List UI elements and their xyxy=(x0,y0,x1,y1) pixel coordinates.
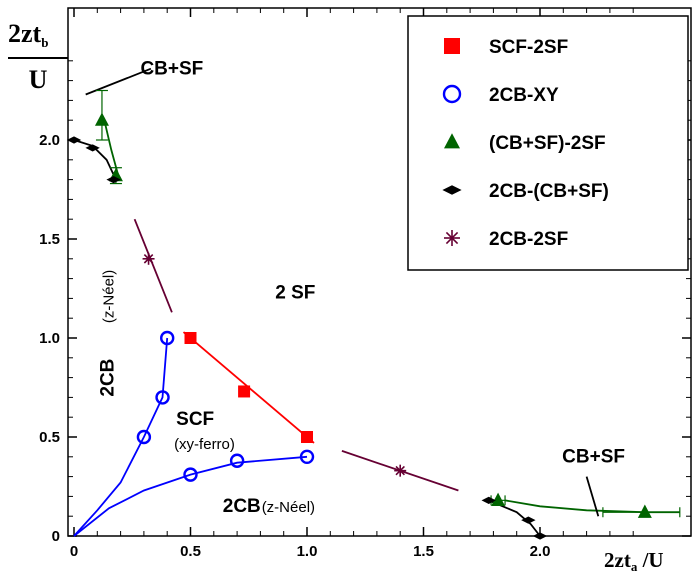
legend-marker xyxy=(444,230,460,246)
legend-marker xyxy=(444,38,460,54)
region-label: SCF xyxy=(176,409,214,430)
data-point xyxy=(106,176,121,184)
data-point xyxy=(532,532,548,540)
plot-frame xyxy=(67,7,692,537)
data-point xyxy=(299,449,315,464)
legend-entry: SCF-2SF xyxy=(444,37,568,58)
legend-marker xyxy=(442,84,462,104)
series-4 xyxy=(142,252,407,477)
data-point xyxy=(238,385,251,398)
data-point xyxy=(301,431,313,443)
asterisk-stroke xyxy=(445,231,459,245)
region-label-rotated: 2CB xyxy=(98,359,119,397)
legend-entry: 2CB-(CB+SF) xyxy=(442,181,609,202)
data-point xyxy=(155,390,170,405)
boundary-curve xyxy=(103,119,120,176)
legend-entry: 2CB-XY xyxy=(442,84,559,106)
data-point xyxy=(136,429,152,445)
y-tick-label: 1.0 xyxy=(39,330,60,347)
legend-label: SCF-2SF xyxy=(489,37,568,58)
data-point xyxy=(184,332,197,344)
data-point xyxy=(491,492,506,506)
legend-marker xyxy=(442,185,462,195)
boundary-curve xyxy=(488,499,541,537)
chart-axes: 0 0.5 1.0 1.5 2.0 0 0.5 1.0 1.5 2.0 xyxy=(39,7,692,560)
legend-label: 2CB-(CB+SF) xyxy=(489,181,609,202)
y-axis-label: 2ztb xyxy=(8,19,48,50)
region-label: CB+SF xyxy=(140,59,203,80)
data-point xyxy=(183,467,198,482)
asterisk-stroke xyxy=(395,465,405,476)
data-point xyxy=(159,330,175,346)
data-point xyxy=(85,144,100,152)
axis-labels: 2ztb U 2zta /U xyxy=(8,19,664,574)
legend-label: 2CB-XY xyxy=(489,85,559,106)
region-label: CB+SF xyxy=(562,447,625,468)
legend-label: (CB+SF)-2SF xyxy=(489,133,606,154)
legend-marker xyxy=(444,133,460,149)
data-markers xyxy=(66,112,652,540)
y-tick-label: 1.5 xyxy=(39,231,60,248)
data-point xyxy=(142,252,155,265)
data-point xyxy=(394,464,407,477)
x-tick-label: 2.0 xyxy=(530,543,551,560)
data-point xyxy=(481,496,496,504)
legend-entry: (CB+SF)-2SF xyxy=(444,133,606,154)
legend-label: 2CB-2SF xyxy=(489,229,568,250)
y-tick-label: 2.0 xyxy=(39,132,60,149)
x-axis-label: 2zta /U xyxy=(604,548,664,574)
series-3 xyxy=(66,136,548,540)
region-label-rotated: (z-Néel) xyxy=(101,270,118,323)
x-tick-label: 1.0 xyxy=(297,543,318,560)
boundary-curve xyxy=(133,218,173,313)
boundary-curve xyxy=(73,139,117,180)
data-point xyxy=(94,112,109,126)
boundary-curve xyxy=(585,476,600,517)
asterisk-stroke xyxy=(143,254,154,264)
y-axis-label-denominator: U xyxy=(29,65,48,94)
data-point xyxy=(521,516,536,524)
boundary-curve xyxy=(504,499,680,514)
data-point xyxy=(229,453,245,468)
x-tick-label: 0.5 xyxy=(180,543,201,560)
legend-entry: 2CB-2SF xyxy=(444,229,568,250)
data-point xyxy=(66,136,82,144)
legend: SCF-2SF 2CB-XY (CB+SF)-2SF 2CB-(CB+SF) 2CB-2… xyxy=(407,15,689,271)
y-tick-label: 0.5 xyxy=(39,429,60,446)
series-1 xyxy=(136,330,315,482)
x-tick-label: 1.5 xyxy=(413,543,434,560)
region-label: (xy-ferro) xyxy=(174,436,235,453)
boundary-curve xyxy=(73,455,308,537)
y-tick-label: 0 xyxy=(52,528,60,545)
region-label: (z-Néel) xyxy=(262,499,315,516)
x-tick-label: 0 xyxy=(70,543,78,560)
region-label: 2CB xyxy=(223,496,261,517)
region-label: 2 SF xyxy=(275,282,315,303)
series-0 xyxy=(184,332,313,443)
data-point xyxy=(637,504,652,518)
boundary-curve xyxy=(73,337,169,537)
